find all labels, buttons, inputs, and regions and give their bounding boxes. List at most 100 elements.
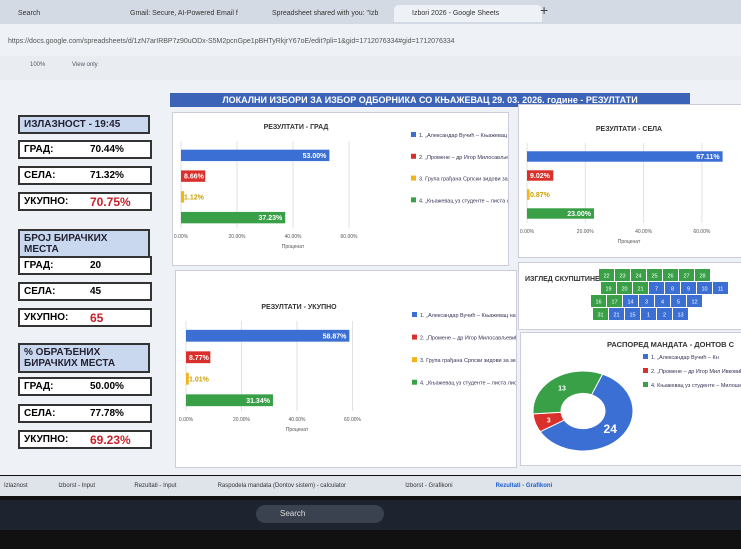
url[interactable]: https://docs.google.com/spreadsheets/d/1… [8, 38, 455, 45]
seat-label: 21 [637, 287, 643, 293]
sheet-tab[interactable]: Raspodela mandata (Dontov sistem) - calc… [217, 483, 346, 489]
x-tick-label: 0.00% [520, 229, 535, 235]
legend-label: 3. Група грађана Српски зидови за зелени… [419, 177, 508, 183]
sheet-tab[interactable]: Izborst - Input [58, 483, 96, 489]
seat-label: 27 [683, 274, 689, 280]
x-tick-label: 40.00% [285, 234, 303, 240]
seat-label: 4 [661, 300, 664, 306]
seat-label: 21 [613, 313, 619, 319]
seat [649, 282, 664, 294]
seat [641, 308, 656, 320]
row-value: 45 [90, 286, 102, 297]
seat-label: 22 [603, 274, 609, 280]
sheet-tab[interactable]: Izborst - Grafikoni [405, 483, 453, 489]
taskbar-search[interactable]: Search [256, 505, 384, 523]
seat [633, 282, 648, 294]
chart-card: РАСПОРЕД МАНДАТА - ДОНТОВ С 24 3 13 1. „Алек… [520, 332, 741, 466]
seat [687, 295, 702, 307]
seat-label: 8 [671, 287, 674, 293]
value-label: 1.01% [189, 376, 210, 383]
sheet-tab[interactable]: Izlaznost [4, 483, 28, 489]
tab[interactable]: Spreadsheet shared with you: "Izb [272, 10, 379, 17]
view-mode[interactable]: View only [72, 62, 98, 68]
legend-label: 4. Књажевац уз студенте – Милошевић“ [651, 383, 741, 389]
legend-label: 2. „Промене – др Игор Мил Ивковић“ [651, 369, 741, 375]
row-label: ГРАД: [24, 381, 54, 392]
value-label: 58.87% [323, 333, 348, 340]
legend-swatch [412, 334, 417, 340]
panel-row: УКУПНО: 70.75% [18, 192, 152, 211]
seat [625, 308, 640, 320]
seat-label: 11 [718, 287, 724, 293]
tab[interactable]: Search [18, 10, 41, 17]
chart-title: РЕЗУЛТАТИ - ГРАД [264, 124, 329, 131]
seat-label: 23 [619, 274, 625, 280]
bar [181, 149, 330, 162]
legend-label: 4. „Књажевац уз студенте – листа листа –… [419, 198, 508, 204]
bar [186, 372, 189, 385]
chart: РЕЗУЛТАТИ - УКУПНО 0.00% 20.00% 40.00% 60.00… [179, 304, 583, 433]
value-label: 3 [547, 418, 551, 425]
legend-swatch [412, 312, 417, 317]
bar [527, 170, 554, 181]
seat-label: 15 [629, 313, 635, 319]
seat-label: 9 [687, 287, 690, 293]
x-tick-label: 60.00% [693, 229, 711, 235]
sheet-tabs: Izlaznost Izborst - Input Rezultati - Inpu… [0, 476, 741, 496]
x-axis-label: Проценат [282, 244, 305, 250]
sheet-tab[interactable]: Rezultati - Input [134, 483, 177, 489]
seat [665, 282, 680, 294]
seat-label: 10 [701, 287, 707, 293]
row-value: 77.78% [90, 408, 124, 419]
tab[interactable]: Gmail: Secure, AI-Powered Email f [130, 10, 238, 17]
row-label: УКУПНО: [24, 196, 69, 207]
seat-label: 2 [663, 313, 666, 319]
x-tick-label: 20.00% [233, 417, 251, 423]
chart-card: РЕЗУЛТАТИ - СЕЛА 0.00% 20.00% 40.00% 60.00% П… [518, 104, 741, 258]
value-label: 37.23% [258, 215, 283, 222]
seat-label: 19 [605, 287, 611, 293]
seat [599, 269, 614, 281]
seat [697, 282, 712, 294]
x-axis-label: Проценат [618, 239, 641, 245]
row-label: УКУПНО: [24, 312, 69, 323]
value-label: 31.34% [246, 398, 271, 405]
panel-row: УКУПНО: 65 [18, 308, 152, 327]
bar [181, 211, 286, 224]
seat-label: 20 [621, 287, 627, 293]
seat-label: 25 [651, 274, 657, 280]
chart: РЕЗУЛТАТИ - ГРАД 0.00% 20.00% 40.00% 60.00% П… [174, 124, 582, 250]
zoom[interactable]: 100% [30, 62, 46, 68]
seat-label: 14 [627, 300, 633, 306]
bar [527, 189, 530, 200]
row-value: 71.32% [90, 170, 124, 181]
legend-swatch [643, 368, 648, 373]
seat-label: 26 [667, 274, 673, 280]
seating-title: ИЗГЛЕД СКУПШТИНЕ [525, 276, 600, 283]
tab[interactable]: Izbori 2026 - Google Sheets [394, 5, 542, 22]
legend-label: 1. „Александар Вучић – Књажевац наше пор… [420, 313, 516, 319]
seat-label: 12 [691, 300, 697, 306]
row-value: 70.75% [90, 195, 131, 209]
donut-slice [539, 373, 634, 452]
x-tick-label: 60.00% [341, 234, 359, 240]
panel-row: СЕЛА: 71.32% [18, 166, 152, 185]
sheet-tab[interactable]: Rezultati - Grafikoni [495, 483, 553, 489]
legend-swatch [412, 357, 417, 363]
seat-label: 17 [611, 300, 617, 306]
legend-label: 1. „Александар Вучић – Кн [651, 355, 719, 361]
new-tab[interactable]: + [540, 2, 549, 18]
row-label: СЕЛА: [24, 408, 56, 419]
seat [591, 295, 606, 307]
x-tick-label: 20.00% [229, 234, 247, 240]
address-bar [0, 24, 741, 56]
bar [181, 170, 206, 182]
bar [186, 329, 350, 342]
seat [713, 282, 728, 294]
x-tick-label: 60.00% [344, 417, 362, 423]
bar [181, 191, 185, 203]
value-label: 23.00% [567, 211, 592, 218]
seat-label: 13 [677, 313, 683, 319]
bar [186, 351, 211, 364]
legend-label: 2. „Промене – др Игор Милосављевић – Мар… [420, 336, 516, 342]
